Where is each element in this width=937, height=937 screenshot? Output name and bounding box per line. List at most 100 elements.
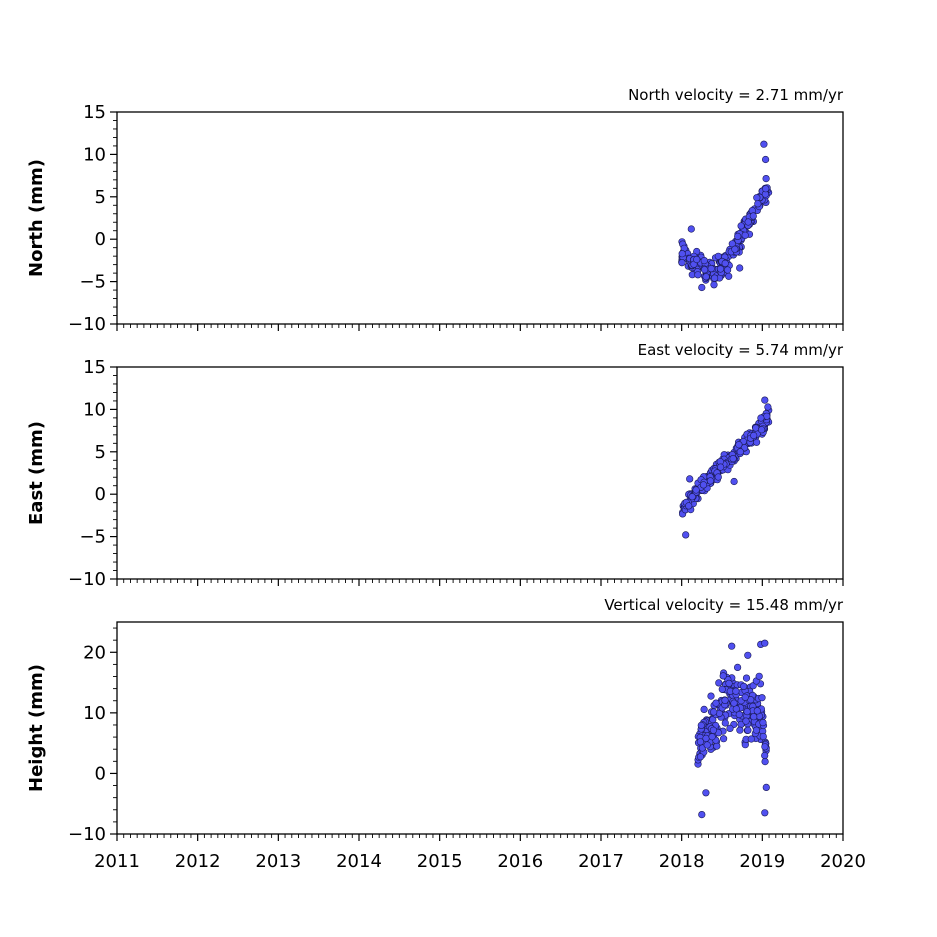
panel-title: North velocity = 2.71 mm/yr [628, 86, 844, 104]
data-point [747, 735, 755, 743]
data-point [699, 481, 708, 489]
y-tick-label: −5 [79, 272, 106, 293]
panel-2: East velocity = 5.74 mm/yr East (mm) 15 10 5… [26, 341, 844, 590]
y-tick-label: 10 [83, 399, 106, 420]
data-point [697, 721, 705, 730]
data-point [764, 403, 772, 411]
y-tick-label: −10 [68, 314, 106, 335]
data-point [761, 743, 769, 751]
data-point [742, 674, 751, 682]
data-point [715, 679, 723, 687]
data-point [762, 185, 770, 193]
y-tick-label: −10 [68, 824, 106, 845]
data-point [682, 531, 690, 539]
data-point [742, 717, 750, 725]
data-point [710, 281, 718, 289]
data-point [725, 679, 733, 688]
data-point [719, 672, 727, 680]
data-point [744, 218, 752, 226]
plot-frame [116, 111, 844, 325]
y-axis-label: North (mm) [26, 159, 47, 277]
panel-title: East velocity = 5.74 mm/yr [638, 341, 844, 359]
data-point [725, 272, 733, 280]
x-tick-label: 2015 [417, 851, 463, 872]
data-point [730, 699, 738, 707]
data-point [685, 502, 693, 510]
data-point [696, 738, 705, 746]
y-tick-label: 0 [95, 229, 106, 250]
data-point [708, 733, 716, 741]
x-tick-label: 2012 [175, 851, 221, 872]
data-point [761, 809, 769, 817]
data-point [716, 265, 725, 273]
data-point [700, 266, 709, 274]
x-tick-label: 2017 [578, 851, 624, 872]
x-tick-label: 2014 [336, 851, 382, 872]
x-tick-label: 2018 [659, 851, 705, 872]
data-point [730, 477, 738, 486]
y-tick-label: 0 [95, 484, 106, 505]
data-point [709, 715, 717, 724]
data-point [732, 687, 740, 695]
data-point [758, 694, 766, 702]
data-point [687, 225, 695, 233]
data-point [726, 724, 734, 733]
y-tick-label: 0 [95, 763, 106, 784]
data-point [706, 477, 715, 485]
data-point [757, 426, 766, 434]
panel-title: Vertical velocity = 15.48 mm/yr [604, 596, 844, 614]
data-point [700, 257, 708, 265]
panel-3: Vertical velocity = 15.48 mm/yr Height (m… [26, 596, 866, 872]
data-point [759, 732, 767, 741]
data-point [761, 155, 770, 164]
data-point [763, 412, 771, 420]
data-point [734, 232, 742, 240]
data-point [700, 705, 708, 714]
data-point [714, 252, 722, 260]
x-tick-label: 2019 [739, 851, 785, 872]
data-point [696, 753, 705, 761]
y-tick-label: 15 [83, 102, 106, 123]
data-point [753, 707, 761, 715]
y-tick-label: 5 [95, 442, 106, 463]
data-point [719, 735, 728, 743]
y-tick-label: −5 [79, 527, 106, 548]
data-point [721, 719, 729, 727]
data-point [710, 274, 719, 282]
data-point [721, 259, 729, 268]
data-point [716, 463, 725, 471]
data-point [678, 259, 686, 267]
y-tick-label: 10 [83, 144, 106, 165]
data-point [737, 222, 745, 230]
data-point [744, 651, 752, 659]
data-point [750, 713, 758, 721]
data-point [702, 273, 710, 281]
data-point [752, 726, 761, 734]
data-point [728, 642, 736, 650]
data-point [694, 271, 702, 279]
data-point [714, 473, 722, 481]
plot-frame [116, 621, 844, 835]
data-point [757, 414, 765, 422]
data-point [707, 692, 715, 700]
data-point [721, 696, 729, 705]
data-point [743, 707, 751, 716]
data-point [762, 783, 770, 792]
data-point [736, 726, 744, 734]
data-point [741, 231, 749, 239]
data-point [733, 663, 742, 672]
data-point [703, 741, 711, 749]
x-tick-label: 2011 [94, 851, 140, 872]
y-axis-label: East (mm) [26, 421, 47, 525]
data-point [707, 265, 715, 273]
data-point [735, 441, 743, 449]
data-point [688, 493, 696, 501]
y-tick-label: 20 [83, 642, 106, 663]
y-tick-label: −10 [68, 569, 106, 590]
data-point [762, 175, 770, 183]
data-point [678, 250, 686, 258]
x-tick-label: 2013 [255, 851, 301, 872]
data-point [759, 718, 767, 727]
data-point [749, 212, 757, 220]
